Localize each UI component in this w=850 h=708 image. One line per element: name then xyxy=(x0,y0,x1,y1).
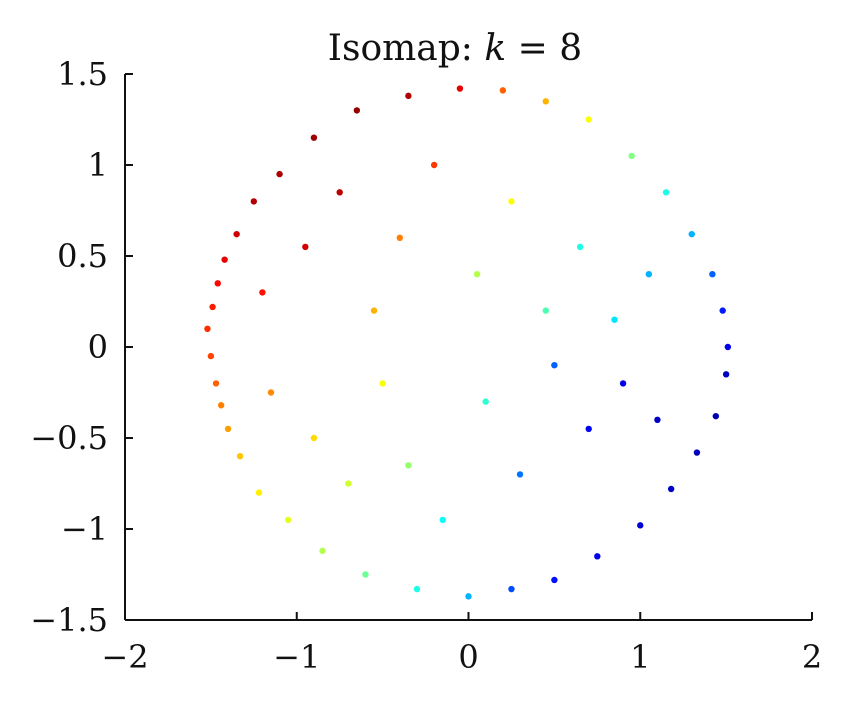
scatter-point xyxy=(724,343,732,351)
scatter-point xyxy=(212,380,220,387)
scatter-point xyxy=(396,234,403,241)
scatter-point xyxy=(693,449,701,456)
scatter-point xyxy=(465,593,472,600)
chart-title: Isomap: k = 8 xyxy=(328,28,582,69)
scatter-point xyxy=(259,289,266,296)
y-tick-label: 0.5 xyxy=(57,237,108,275)
scatter-point xyxy=(654,416,661,423)
scatter-point xyxy=(508,198,515,205)
scatter-point xyxy=(516,471,524,478)
scatter-point xyxy=(551,576,558,584)
y-tick-label: 0 xyxy=(88,328,108,366)
x-axis-ticks: −2 −1 0 1 2 xyxy=(101,612,822,676)
scatter-point xyxy=(310,434,318,442)
scatter-point xyxy=(224,425,232,433)
scatter-point xyxy=(221,256,228,263)
scatter-point xyxy=(712,412,720,420)
scatter-point xyxy=(319,547,326,555)
scatter-point xyxy=(379,380,386,387)
scatter-point xyxy=(405,462,412,469)
scatter-point xyxy=(667,485,675,493)
scatter-point xyxy=(209,303,216,311)
x-tick-label: −1 xyxy=(273,638,320,676)
scatter-point xyxy=(482,398,489,405)
y-tick-label: −0.5 xyxy=(30,419,108,457)
y-tick-label: 1.5 xyxy=(57,55,108,93)
scatter-point xyxy=(499,87,507,94)
scatter-point xyxy=(594,553,601,560)
scatter-point xyxy=(439,516,446,524)
scatter-point xyxy=(508,585,515,593)
scatter-point xyxy=(302,243,309,251)
scatter-point xyxy=(542,307,549,314)
scatter-point xyxy=(310,134,318,141)
scatter-point xyxy=(611,316,618,323)
scatter-point xyxy=(628,152,635,160)
scatter-point xyxy=(276,170,283,178)
x-tick-label: −2 xyxy=(101,638,148,676)
scatter-point xyxy=(413,585,421,593)
points-layer xyxy=(204,85,732,600)
scatter-point xyxy=(585,425,592,433)
scatter-point xyxy=(551,362,558,369)
y-tick-label: −1 xyxy=(61,510,108,548)
scatter-point xyxy=(353,107,361,114)
scatter-point xyxy=(217,402,225,409)
scatter-point xyxy=(207,352,215,360)
x-tick-label: 1 xyxy=(630,638,650,676)
scatter-point xyxy=(214,280,221,287)
scatter-point xyxy=(233,230,240,238)
x-tick-label: 2 xyxy=(802,638,822,676)
scatter-point xyxy=(637,522,644,529)
scatter-point xyxy=(662,189,670,196)
scatter-point xyxy=(473,271,481,278)
y-tick-label: 1 xyxy=(88,146,108,184)
scatter-point xyxy=(336,189,343,196)
scatter-point xyxy=(250,198,258,205)
scatter-point xyxy=(719,307,726,314)
scatter-point xyxy=(236,453,244,460)
y-axis-ticks: −1.5 −1 −0.5 0 0.5 1 1.5 xyxy=(30,55,133,639)
scatter-point xyxy=(362,571,369,578)
scatter-point xyxy=(688,230,695,238)
scatter-point xyxy=(709,271,716,278)
chart-title-suffix: = 8 xyxy=(506,28,582,69)
scatter-point xyxy=(722,371,730,378)
scatter-point xyxy=(405,92,412,100)
chart-title-variable: k xyxy=(484,28,506,69)
scatter-point xyxy=(456,85,464,92)
scatter-point xyxy=(255,489,263,496)
scatter-point xyxy=(370,307,378,314)
x-tick-label: 0 xyxy=(458,638,478,676)
scatter-point xyxy=(284,516,292,524)
scatter-point xyxy=(267,389,275,396)
chart-title-prefix: Isomap: xyxy=(328,28,485,69)
scatter-point xyxy=(204,325,211,332)
scatter-point xyxy=(576,243,584,251)
scatter-point xyxy=(645,271,653,278)
scatter-point xyxy=(345,480,352,487)
y-tick-label: −1.5 xyxy=(30,601,108,639)
scatter-point xyxy=(619,380,627,387)
scatter-point xyxy=(430,161,438,169)
scatter-point xyxy=(585,116,592,123)
scatter-point xyxy=(542,98,549,105)
